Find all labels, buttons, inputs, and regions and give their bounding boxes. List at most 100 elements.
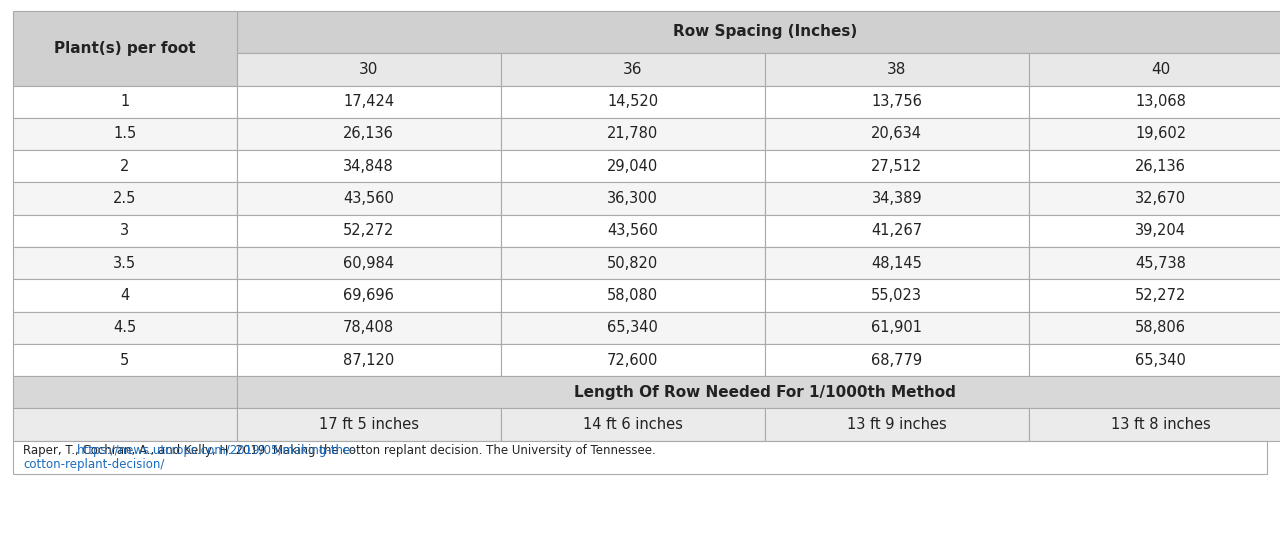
Text: 36: 36 bbox=[623, 62, 643, 77]
Bar bbox=[237, 150, 500, 182]
Text: 26,136: 26,136 bbox=[343, 126, 394, 141]
Bar bbox=[237, 215, 500, 247]
Bar bbox=[237, 408, 500, 441]
Bar bbox=[237, 312, 500, 344]
Bar bbox=[13, 376, 237, 408]
Text: 4.5: 4.5 bbox=[113, 320, 137, 335]
Text: 29,040: 29,040 bbox=[607, 159, 658, 174]
Bar bbox=[1029, 118, 1280, 150]
Bar bbox=[765, 118, 1029, 150]
Text: 13 ft 8 inches: 13 ft 8 inches bbox=[1111, 417, 1211, 432]
Text: 3: 3 bbox=[120, 223, 129, 238]
Text: 52,272: 52,272 bbox=[343, 223, 394, 238]
Bar bbox=[500, 215, 764, 247]
Text: Length Of Row Needed For 1/1000th Method: Length Of Row Needed For 1/1000th Method bbox=[573, 385, 956, 400]
Bar bbox=[237, 118, 500, 150]
Text: 43,560: 43,560 bbox=[608, 223, 658, 238]
Bar bbox=[1029, 215, 1280, 247]
Bar bbox=[500, 53, 764, 86]
Bar bbox=[1029, 279, 1280, 312]
Bar bbox=[13, 312, 237, 344]
Text: 1.5: 1.5 bbox=[113, 126, 137, 141]
Bar bbox=[500, 182, 764, 215]
Bar bbox=[13, 344, 237, 376]
Bar bbox=[1029, 344, 1280, 376]
Text: 61,901: 61,901 bbox=[872, 320, 923, 335]
Text: 78,408: 78,408 bbox=[343, 320, 394, 335]
Text: 14 ft 6 inches: 14 ft 6 inches bbox=[582, 417, 682, 432]
Text: 43,560: 43,560 bbox=[343, 191, 394, 206]
Bar bbox=[1029, 247, 1280, 279]
Bar bbox=[500, 86, 764, 118]
Text: Row Spacing (Inches): Row Spacing (Inches) bbox=[673, 25, 856, 39]
Text: 41,267: 41,267 bbox=[872, 223, 923, 238]
Text: 60,984: 60,984 bbox=[343, 256, 394, 271]
Bar bbox=[237, 279, 500, 312]
Text: 65,340: 65,340 bbox=[1135, 352, 1187, 368]
Text: Plant(s) per foot: Plant(s) per foot bbox=[54, 41, 196, 55]
Bar bbox=[13, 279, 237, 312]
Text: 14,520: 14,520 bbox=[607, 94, 658, 109]
Bar bbox=[765, 150, 1029, 182]
Text: Raper, T., Cochran, A., and Kelly, H. 2019. Making the cotton replant decision. : Raper, T., Cochran, A., and Kelly, H. 20… bbox=[23, 443, 659, 457]
Text: 45,738: 45,738 bbox=[1135, 256, 1187, 271]
Text: 19,602: 19,602 bbox=[1135, 126, 1187, 141]
Bar bbox=[13, 408, 237, 441]
Bar bbox=[237, 344, 500, 376]
Text: cotton-replant-decision/: cotton-replant-decision/ bbox=[23, 458, 164, 472]
Text: 13,068: 13,068 bbox=[1135, 94, 1187, 109]
Bar bbox=[765, 182, 1029, 215]
Bar bbox=[765, 279, 1029, 312]
Bar bbox=[1029, 312, 1280, 344]
Text: 20,634: 20,634 bbox=[872, 126, 923, 141]
Text: 21,780: 21,780 bbox=[607, 126, 658, 141]
Bar bbox=[13, 247, 237, 279]
Bar bbox=[500, 118, 764, 150]
Bar bbox=[765, 312, 1029, 344]
Bar bbox=[765, 408, 1029, 441]
Text: 34,848: 34,848 bbox=[343, 159, 394, 174]
Text: 68,779: 68,779 bbox=[872, 352, 923, 368]
Text: 32,670: 32,670 bbox=[1135, 191, 1187, 206]
Bar bbox=[1029, 86, 1280, 118]
Bar bbox=[13, 215, 237, 247]
Bar bbox=[765, 215, 1029, 247]
Bar bbox=[765, 53, 1029, 86]
Bar bbox=[1029, 53, 1280, 86]
Bar bbox=[237, 11, 1280, 53]
Text: 72,600: 72,600 bbox=[607, 352, 658, 368]
Bar bbox=[500, 247, 764, 279]
Bar bbox=[500, 279, 764, 312]
Text: 3.5: 3.5 bbox=[113, 256, 137, 271]
Text: 87,120: 87,120 bbox=[343, 352, 394, 368]
Text: 52,272: 52,272 bbox=[1135, 288, 1187, 303]
Text: 50,820: 50,820 bbox=[607, 256, 658, 271]
Text: 38: 38 bbox=[887, 62, 906, 77]
Bar bbox=[237, 53, 500, 86]
Text: 55,023: 55,023 bbox=[872, 288, 923, 303]
Bar bbox=[13, 441, 1267, 474]
Bar bbox=[1029, 182, 1280, 215]
Bar bbox=[237, 182, 500, 215]
Text: 58,806: 58,806 bbox=[1135, 320, 1187, 335]
Text: 26,136: 26,136 bbox=[1135, 159, 1187, 174]
Text: https://news.utcrops.com/2019/05/making-the-: https://news.utcrops.com/2019/05/making-… bbox=[77, 443, 356, 457]
Text: 17,424: 17,424 bbox=[343, 94, 394, 109]
Text: 30: 30 bbox=[360, 62, 379, 77]
Bar bbox=[237, 247, 500, 279]
Text: 36,300: 36,300 bbox=[608, 191, 658, 206]
Text: 17 ft 5 inches: 17 ft 5 inches bbox=[319, 417, 419, 432]
Bar bbox=[13, 86, 237, 118]
Bar bbox=[237, 86, 500, 118]
Bar bbox=[237, 376, 1280, 408]
Text: 2: 2 bbox=[120, 159, 129, 174]
Bar bbox=[13, 150, 237, 182]
Bar bbox=[765, 247, 1029, 279]
Bar bbox=[765, 344, 1029, 376]
Text: 5: 5 bbox=[120, 352, 129, 368]
Text: 1: 1 bbox=[120, 94, 129, 109]
Bar bbox=[13, 118, 237, 150]
Bar bbox=[500, 312, 764, 344]
Text: 39,204: 39,204 bbox=[1135, 223, 1187, 238]
Bar bbox=[13, 11, 237, 86]
